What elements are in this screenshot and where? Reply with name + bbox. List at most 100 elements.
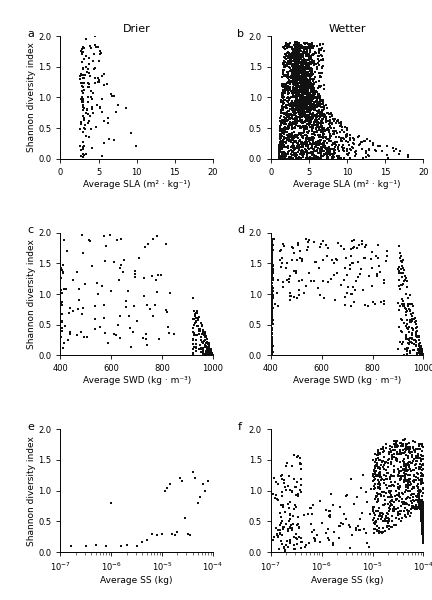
Point xyxy=(291,50,298,60)
Point xyxy=(372,251,379,261)
Point xyxy=(295,142,302,152)
Point xyxy=(309,64,316,74)
Point xyxy=(201,335,208,344)
Point xyxy=(267,272,274,281)
Point xyxy=(377,475,384,485)
Point xyxy=(385,499,392,509)
Point xyxy=(295,52,302,62)
Point xyxy=(303,112,310,121)
Point xyxy=(122,296,129,305)
Point xyxy=(418,477,425,487)
Point xyxy=(283,38,290,47)
Point xyxy=(289,88,295,98)
Point xyxy=(302,96,309,106)
Point xyxy=(416,501,423,511)
Point xyxy=(312,138,319,148)
Point xyxy=(284,48,291,58)
Point xyxy=(268,244,275,254)
Point xyxy=(92,540,99,550)
Point xyxy=(290,78,297,88)
Point xyxy=(301,67,308,77)
Point xyxy=(269,254,276,264)
Point xyxy=(292,42,299,52)
Point xyxy=(270,266,276,276)
Point xyxy=(413,454,419,463)
Point xyxy=(278,118,285,128)
Point xyxy=(268,284,275,294)
Point xyxy=(404,445,411,454)
Point xyxy=(400,449,407,458)
Point xyxy=(267,265,274,275)
Point xyxy=(281,114,288,124)
Point xyxy=(294,80,301,89)
Point xyxy=(303,38,310,48)
Point xyxy=(301,68,308,78)
Point xyxy=(294,43,301,52)
Point xyxy=(291,51,298,61)
Point xyxy=(321,129,328,139)
Point xyxy=(292,112,299,121)
Point xyxy=(281,134,288,144)
Point xyxy=(292,43,299,52)
Point xyxy=(278,536,285,546)
Point xyxy=(308,71,315,80)
Point xyxy=(325,116,332,126)
Point xyxy=(393,441,400,451)
Point xyxy=(276,142,283,152)
Point xyxy=(290,133,297,142)
Point xyxy=(285,542,292,551)
Point xyxy=(297,102,304,112)
Point xyxy=(268,245,275,255)
Point xyxy=(302,133,309,143)
Point xyxy=(299,83,306,92)
Point xyxy=(81,73,88,83)
Point xyxy=(370,504,377,514)
Point xyxy=(279,73,286,82)
Point xyxy=(331,129,338,139)
Point xyxy=(317,99,324,109)
Point xyxy=(292,103,299,113)
Point xyxy=(293,45,300,55)
Point xyxy=(353,149,360,159)
Point xyxy=(403,466,410,476)
Point xyxy=(268,287,275,297)
Point xyxy=(297,93,304,103)
Point xyxy=(281,82,288,92)
Point xyxy=(284,142,291,152)
Point xyxy=(268,238,275,247)
Point xyxy=(311,61,318,70)
Point xyxy=(330,123,337,133)
Point xyxy=(290,73,297,83)
Point xyxy=(302,112,308,121)
Point xyxy=(89,143,96,153)
Point xyxy=(417,464,424,474)
Point xyxy=(267,290,274,299)
Point xyxy=(191,329,197,339)
Point xyxy=(417,500,424,510)
Point xyxy=(203,338,210,347)
Point xyxy=(268,277,275,287)
Point xyxy=(312,59,319,69)
Point xyxy=(267,346,274,356)
Point xyxy=(306,104,313,114)
Point xyxy=(300,85,307,94)
Point xyxy=(283,154,290,164)
Point xyxy=(290,52,297,62)
Point xyxy=(314,115,321,125)
Point xyxy=(334,239,341,248)
Point xyxy=(419,511,426,521)
Point xyxy=(411,503,418,513)
Point xyxy=(374,459,381,469)
Point xyxy=(166,288,173,298)
Point xyxy=(330,144,337,154)
Point xyxy=(294,130,301,140)
Point xyxy=(293,86,300,95)
Point xyxy=(400,337,407,347)
Point xyxy=(372,467,379,476)
Point xyxy=(318,81,324,91)
Point xyxy=(199,327,206,337)
Point xyxy=(267,287,274,296)
Point xyxy=(289,71,296,80)
Point xyxy=(304,245,311,255)
Point xyxy=(131,269,138,279)
